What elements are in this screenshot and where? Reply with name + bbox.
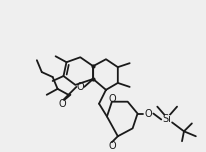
Text: Si: Si [162, 114, 171, 124]
Text: O: O [59, 99, 66, 109]
Text: O: O [76, 82, 84, 92]
Text: O: O [108, 94, 115, 104]
Text: O: O [108, 141, 115, 151]
Text: O: O [144, 109, 151, 119]
